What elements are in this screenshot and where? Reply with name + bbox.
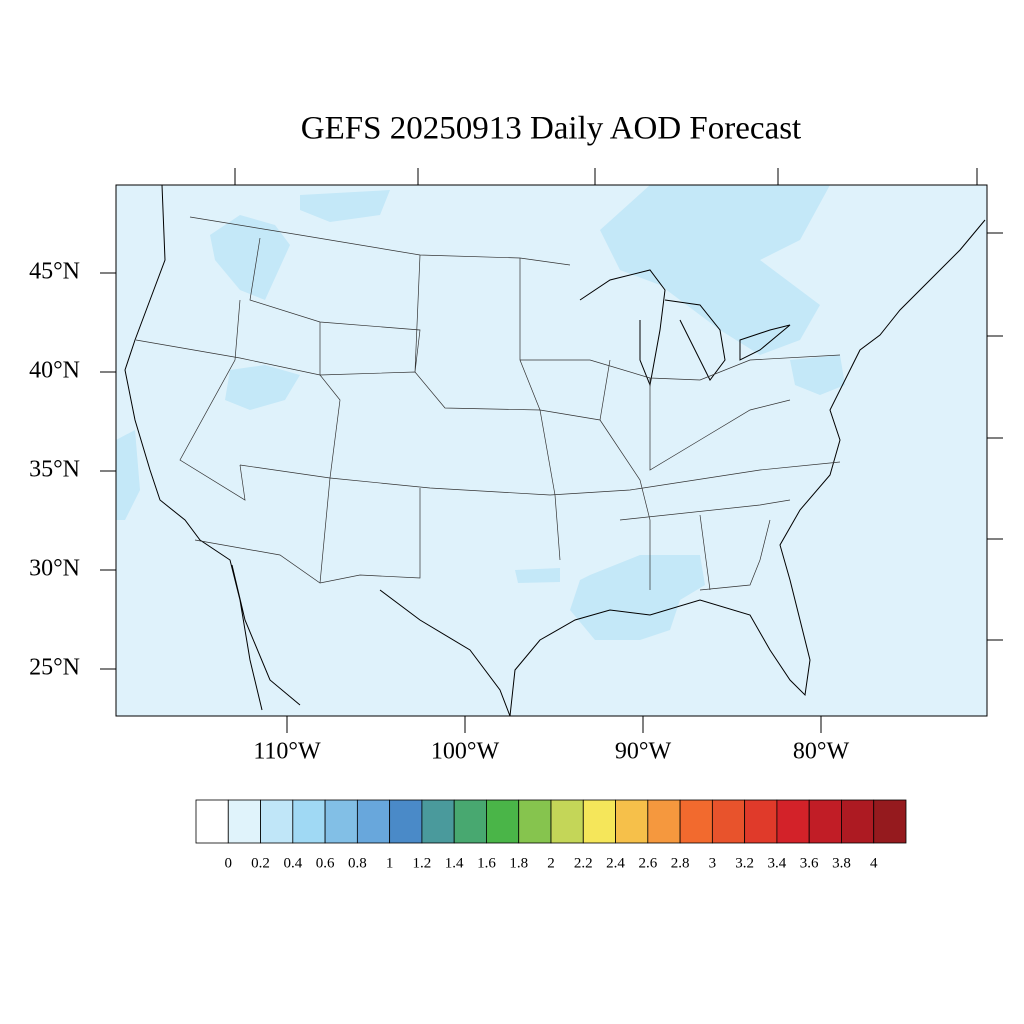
colorbar-label: 3.6 (800, 855, 819, 871)
colorbar-box (776, 799, 810, 844)
axis-labels: 45°N 40°N 35°N 30°N 25°N 110°W 100°W 90°W 80°W (29, 259, 849, 765)
map-ticks (234, 168, 1003, 641)
colorbar-box (227, 799, 261, 844)
colorbar-label: 1.6 (477, 855, 496, 871)
colorbar-box (292, 799, 326, 844)
colorbar-box (615, 799, 649, 844)
colorbar-label: 1.8 (509, 855, 528, 871)
lat-label: 25°N (29, 655, 80, 681)
colorbar-box (647, 799, 681, 844)
lon-label: 100°W (431, 739, 500, 765)
lat-label: 35°N (29, 457, 80, 483)
colorbar-box (389, 799, 423, 844)
colorbar-label: 2.8 (671, 855, 690, 871)
lat-label: 45°N (29, 259, 80, 285)
lon-label: 90°W (615, 739, 672, 765)
colorbar-label: 3 (709, 855, 717, 871)
colorbar-box (744, 799, 778, 844)
colorbar-box (679, 799, 713, 844)
colorbar-label: 4 (870, 855, 878, 871)
colorbar-label: 0 (225, 855, 233, 871)
colorbar-box (356, 799, 391, 844)
colorbar-label: 0.4 (283, 855, 302, 871)
colorbar-label: 2.2 (574, 855, 593, 871)
colorbar-box (421, 799, 455, 844)
colorbar-label: 1.2 (413, 855, 432, 871)
colorbar-label: 3.2 (735, 855, 754, 871)
aod-patches (116, 185, 845, 640)
map (115, 168, 1003, 717)
colorbar-box (518, 799, 552, 844)
colorbar-label: 2 (547, 855, 555, 871)
colorbar-label: 1.4 (445, 855, 464, 871)
lat-label: 40°N (29, 358, 80, 384)
colorbar-label: 0.6 (316, 855, 335, 871)
colorbar-box (453, 799, 487, 844)
colorbar-box (550, 799, 584, 844)
lat-label: 30°N (29, 556, 80, 582)
title: GEFS 20250913 Daily AOD Forecast (301, 111, 801, 147)
colorbar-label: 2.4 (606, 855, 625, 871)
colorbar-box (582, 799, 616, 844)
colorbar-label: 3.4 (768, 855, 787, 871)
colorbar-label: 3.8 (832, 855, 851, 871)
colorbar-label: 2.6 (638, 855, 657, 871)
colorbar-box (195, 799, 229, 844)
colorbar-box (486, 799, 520, 844)
colorbar-label: 1 (386, 855, 394, 871)
lon-label: 110°W (253, 739, 321, 765)
colorbar-box (808, 799, 842, 844)
colorbar-box (260, 799, 294, 844)
colorbar-box (841, 799, 875, 844)
colorbar-label: 0.8 (348, 855, 367, 871)
colorbar-box (873, 799, 907, 844)
colorbar-box (711, 799, 746, 844)
colorbar: 0 0.2 0.4 0.6 0.8 1 1.2 1.4 1.6 1.8 2 2.2 2.4 2.6 2.8 3… (195, 799, 907, 871)
colorbar-box (324, 799, 358, 844)
lon-label: 80°W (793, 739, 850, 765)
colorbar-label: 0.2 (251, 855, 270, 871)
